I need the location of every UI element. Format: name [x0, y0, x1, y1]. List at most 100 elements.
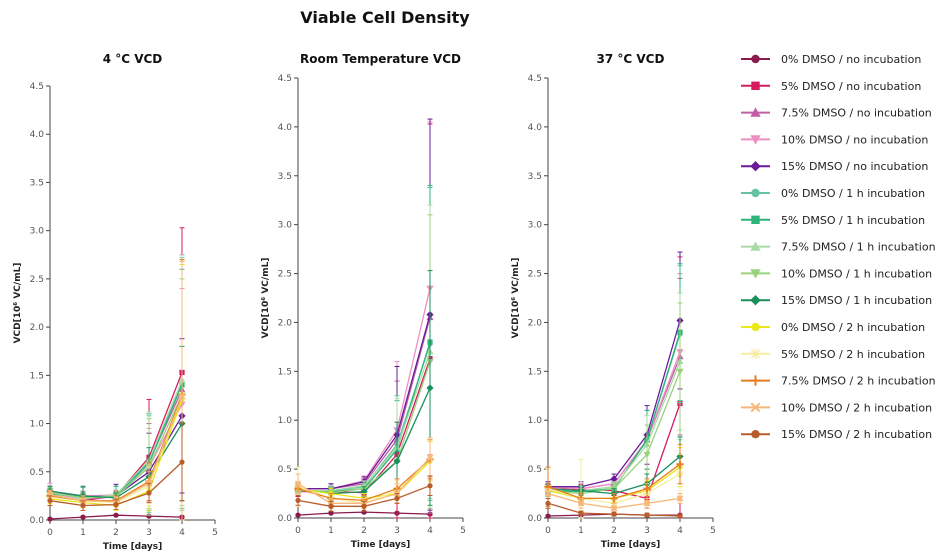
data-point: [577, 500, 585, 507]
series-9: [46, 278, 186, 516]
series-10: [294, 270, 434, 506]
data-point: [295, 512, 301, 518]
x-tick-label: 0: [545, 526, 551, 536]
y-tick-label: 3.0: [278, 221, 293, 231]
data-point: [643, 485, 651, 493]
x-tick-label: 0: [295, 526, 301, 536]
y-tick-label: 2.5: [528, 270, 542, 280]
legend-marker: [750, 161, 761, 172]
legend-item: 7.5% DMSO / 1 h incubation: [741, 241, 936, 254]
data-point: [610, 494, 618, 503]
series-2: [295, 123, 433, 519]
x-tick-label: 3: [644, 526, 650, 536]
series-line: [547, 361, 681, 492]
data-point: [294, 480, 302, 488]
data-point: [47, 516, 53, 522]
series-12: [46, 259, 186, 521]
legend-label: 15% DMSO / no incubation: [781, 160, 928, 173]
data-point: [426, 384, 434, 392]
legend-marker: [750, 107, 761, 117]
panel-3: 37 °C VCD 0.0 0.5 1.0 1.5 2.0 2.5 3.0 3.5 4.0 4.5 0…: [511, 52, 716, 550]
legend-item: 5% DMSO / 1 h incubation: [741, 214, 925, 227]
series-4: [294, 121, 434, 499]
data-point: [113, 501, 119, 508]
y-tick-label: 1.5: [528, 367, 542, 377]
legend-item: 0% DMSO / 2 h incubation: [741, 321, 925, 334]
legend-item: 10% DMSO / 1 h incubation: [741, 267, 932, 280]
data-point: [80, 514, 86, 520]
panel-title: Room Temperature VCD: [300, 52, 461, 66]
legend-marker: [750, 135, 761, 145]
legend-label: 5% DMSO / no incubation: [781, 80, 921, 93]
series-3: [294, 121, 434, 514]
figure-title: Viable Cell Density: [300, 8, 470, 27]
data-point: [46, 491, 54, 499]
data-point: [643, 500, 651, 507]
legend-item: 10% DMSO / 2 h incubation: [741, 401, 932, 414]
y-tick-label: 1.5: [278, 367, 292, 377]
legend-item: 0% DMSO / 1 h incubation: [741, 187, 925, 200]
x-axis-title: Time [days]: [103, 542, 163, 552]
y-tick-label: 1.0: [528, 416, 543, 426]
series-14: [46, 261, 186, 521]
legend-item: 15% DMSO / 2 h incubation: [741, 428, 932, 441]
data-point: [644, 512, 650, 518]
legend-label: 7.5% DMSO / 2 h incubation: [781, 375, 936, 388]
x-tick-label: 1: [80, 528, 86, 538]
legend-item: 5% DMSO / 2 h incubation: [741, 348, 925, 361]
x-tick-label: 4: [427, 526, 433, 536]
y-tick-label: 3.0: [30, 227, 45, 237]
legend-marker: [750, 375, 761, 386]
series-13: [294, 439, 434, 506]
x-axis-title: Time [days]: [351, 540, 411, 550]
series-15: [545, 497, 683, 519]
legend-label: 5% DMSO / 1 h incubation: [781, 214, 925, 227]
data-point: [426, 454, 434, 461]
data-point: [80, 502, 86, 509]
series-6: [47, 257, 185, 513]
y-tick-label: 4.0: [30, 130, 45, 140]
x-tick-label: 5: [212, 528, 218, 538]
y-tick-label: 0.5: [528, 465, 542, 475]
x-tick-label: 1: [578, 526, 584, 536]
y-axis-title: VCD[10⁶ VC/mL]: [261, 258, 271, 339]
legend-label: 10% DMSO / 2 h incubation: [781, 401, 932, 414]
x-tick-label: 2: [113, 528, 119, 538]
legend-label: 15% DMSO / 1 h incubation: [781, 294, 932, 307]
y-tick-label: 3.5: [278, 172, 292, 182]
legend-label: 10% DMSO / 1 h incubation: [781, 267, 932, 280]
series-8: [294, 204, 434, 499]
x-tick-label: 4: [677, 526, 683, 536]
data-point: [328, 510, 334, 516]
y-tick-label: 4.5: [30, 82, 44, 92]
series-line: [297, 361, 431, 494]
data-point: [178, 393, 186, 400]
data-point: [676, 368, 684, 375]
data-point: [677, 513, 683, 519]
legend-label: 5% DMSO / 2 h incubation: [781, 348, 925, 361]
panel-title: 4 °C VCD: [103, 52, 163, 66]
series-7: [47, 268, 185, 511]
legend-label: 10% DMSO / no incubation: [781, 133, 928, 146]
y-tick-label: 4.0: [278, 123, 293, 133]
x-tick-label: 4: [179, 528, 185, 538]
y-tick-label: 1.0: [30, 420, 45, 430]
legend-item: 7.5% DMSO / 2 h incubation: [741, 375, 936, 388]
legend-marker: [751, 430, 760, 439]
x-axis-title: Time [days]: [601, 540, 661, 550]
y-tick-label: 2.0: [528, 318, 543, 328]
y-tick-label: 2.5: [30, 275, 44, 285]
series-8: [46, 254, 186, 509]
data-point: [676, 495, 684, 502]
legend-item: 10% DMSO / no incubation: [741, 133, 928, 146]
y-tick-label: 2.0: [30, 323, 45, 333]
x-tick-label: 2: [611, 526, 617, 536]
series-line: [298, 314, 431, 490]
series-13: [46, 259, 186, 521]
data-point: [545, 513, 551, 519]
legend-marker: [751, 81, 760, 90]
series-7: [545, 263, 683, 497]
series-2: [47, 227, 185, 518]
data-point: [610, 504, 618, 512]
y-tick-label: 2.5: [278, 270, 292, 280]
